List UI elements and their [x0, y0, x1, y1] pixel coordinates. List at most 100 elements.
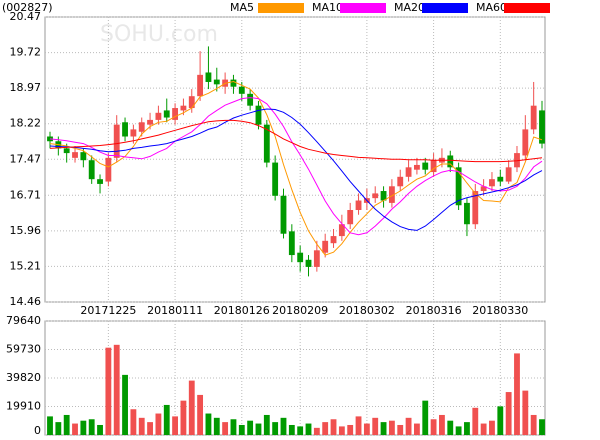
candle-body — [230, 79, 237, 87]
candle-body — [105, 157, 112, 182]
volume-bar — [489, 420, 495, 435]
candle-body — [205, 72, 212, 82]
volume-bar — [213, 417, 220, 435]
x-tick-label: 20171225 — [80, 304, 136, 317]
volume-bar — [505, 392, 512, 435]
candle-body — [280, 195, 287, 234]
volume-bar — [88, 419, 95, 435]
volume-bar — [272, 422, 279, 435]
volume-bar — [522, 390, 529, 435]
volume-bar — [288, 424, 295, 435]
candle-body — [147, 119, 153, 125]
candle-body — [313, 250, 320, 267]
ma-line — [49, 80, 543, 256]
candle-body — [130, 129, 137, 137]
volume-bar — [47, 416, 53, 435]
volume-bar — [363, 423, 370, 435]
ma-line — [49, 97, 543, 236]
candle-body — [172, 108, 179, 120]
volume-bar — [305, 423, 312, 435]
legend-label: MA10 — [312, 1, 343, 14]
x-tick-label: 20180302 — [339, 304, 395, 317]
candle-body — [88, 160, 95, 180]
candle-body — [305, 259, 312, 267]
volume-bar — [113, 344, 120, 435]
volume-tick-label: 19910 — [6, 400, 41, 413]
volume-bar — [163, 404, 170, 435]
candle-body — [255, 105, 262, 125]
volume-bar — [530, 414, 537, 435]
volume-bar — [480, 423, 487, 435]
volume-bar — [197, 394, 204, 435]
watermark: SOHU.com — [100, 22, 218, 47]
candle-body — [197, 74, 204, 97]
candle-body — [472, 191, 479, 225]
legend-swatch — [258, 3, 304, 13]
volume-bar — [464, 422, 470, 435]
x-tick-label: 20180330 — [472, 304, 528, 317]
volume-bar — [338, 426, 345, 435]
candle-body — [405, 167, 412, 177]
volume-tick-label: 39820 — [6, 371, 41, 384]
x-tick-label: 20180126 — [214, 304, 270, 317]
candle-body — [530, 105, 537, 130]
volume-bar — [97, 424, 103, 435]
candle-body — [288, 231, 295, 256]
volume-bar — [280, 417, 287, 435]
candle-body — [80, 152, 87, 161]
candle-body — [539, 110, 545, 144]
volume-bar — [105, 347, 112, 435]
volume-tick-label: 0 — [34, 424, 41, 437]
volume-bar — [172, 416, 179, 435]
candle-body — [380, 191, 387, 201]
volume-bar — [413, 423, 420, 435]
candle-body — [238, 86, 245, 94]
volume-bar — [147, 422, 153, 435]
y-tick-label: 18.97 — [10, 81, 42, 94]
legend-swatch — [422, 3, 468, 13]
candle-body — [347, 210, 354, 225]
volume-bar — [122, 374, 128, 435]
candle-body — [372, 193, 379, 199]
volume-bar — [72, 423, 78, 435]
stock-code: (002827) — [2, 1, 53, 14]
legend-label: MA60 — [476, 1, 507, 14]
y-tick-label: 14.46 — [10, 295, 42, 308]
candle-body — [455, 167, 462, 206]
volume-bar — [422, 400, 429, 435]
volume-bar — [180, 400, 187, 435]
volume-bar — [472, 407, 479, 435]
candle-body — [247, 93, 254, 106]
volume-bar — [222, 422, 229, 435]
x-tick-label: 20180209 — [272, 304, 328, 317]
volume-bar — [330, 419, 337, 435]
ma-line — [49, 119, 543, 163]
candle-body — [355, 200, 362, 211]
volume-bar — [405, 417, 412, 435]
legend-swatch — [340, 3, 386, 13]
candle-body — [155, 112, 162, 120]
volume-bar — [497, 406, 504, 435]
candle-body — [263, 124, 270, 163]
candle-body — [522, 129, 529, 156]
volume-tick-label: 79640 — [6, 314, 41, 327]
y-tick-label: 17.47 — [10, 152, 42, 165]
volume-bar — [155, 413, 162, 435]
volume-bar — [355, 416, 362, 435]
candle-body — [213, 79, 220, 85]
legend-swatch — [504, 3, 550, 13]
candle-body — [447, 155, 454, 168]
candle-body — [163, 110, 170, 118]
candle-body — [397, 176, 404, 187]
candle-body — [388, 186, 395, 203]
candle-body — [138, 122, 145, 132]
y-tick-label: 20.47 — [10, 10, 42, 23]
volume-bar — [205, 413, 212, 435]
volume-bar — [238, 424, 245, 435]
candle-body — [188, 96, 195, 109]
candle-body — [505, 167, 512, 182]
volume-bar — [230, 419, 237, 435]
candle-body — [272, 162, 279, 196]
candle-body — [97, 179, 103, 184]
